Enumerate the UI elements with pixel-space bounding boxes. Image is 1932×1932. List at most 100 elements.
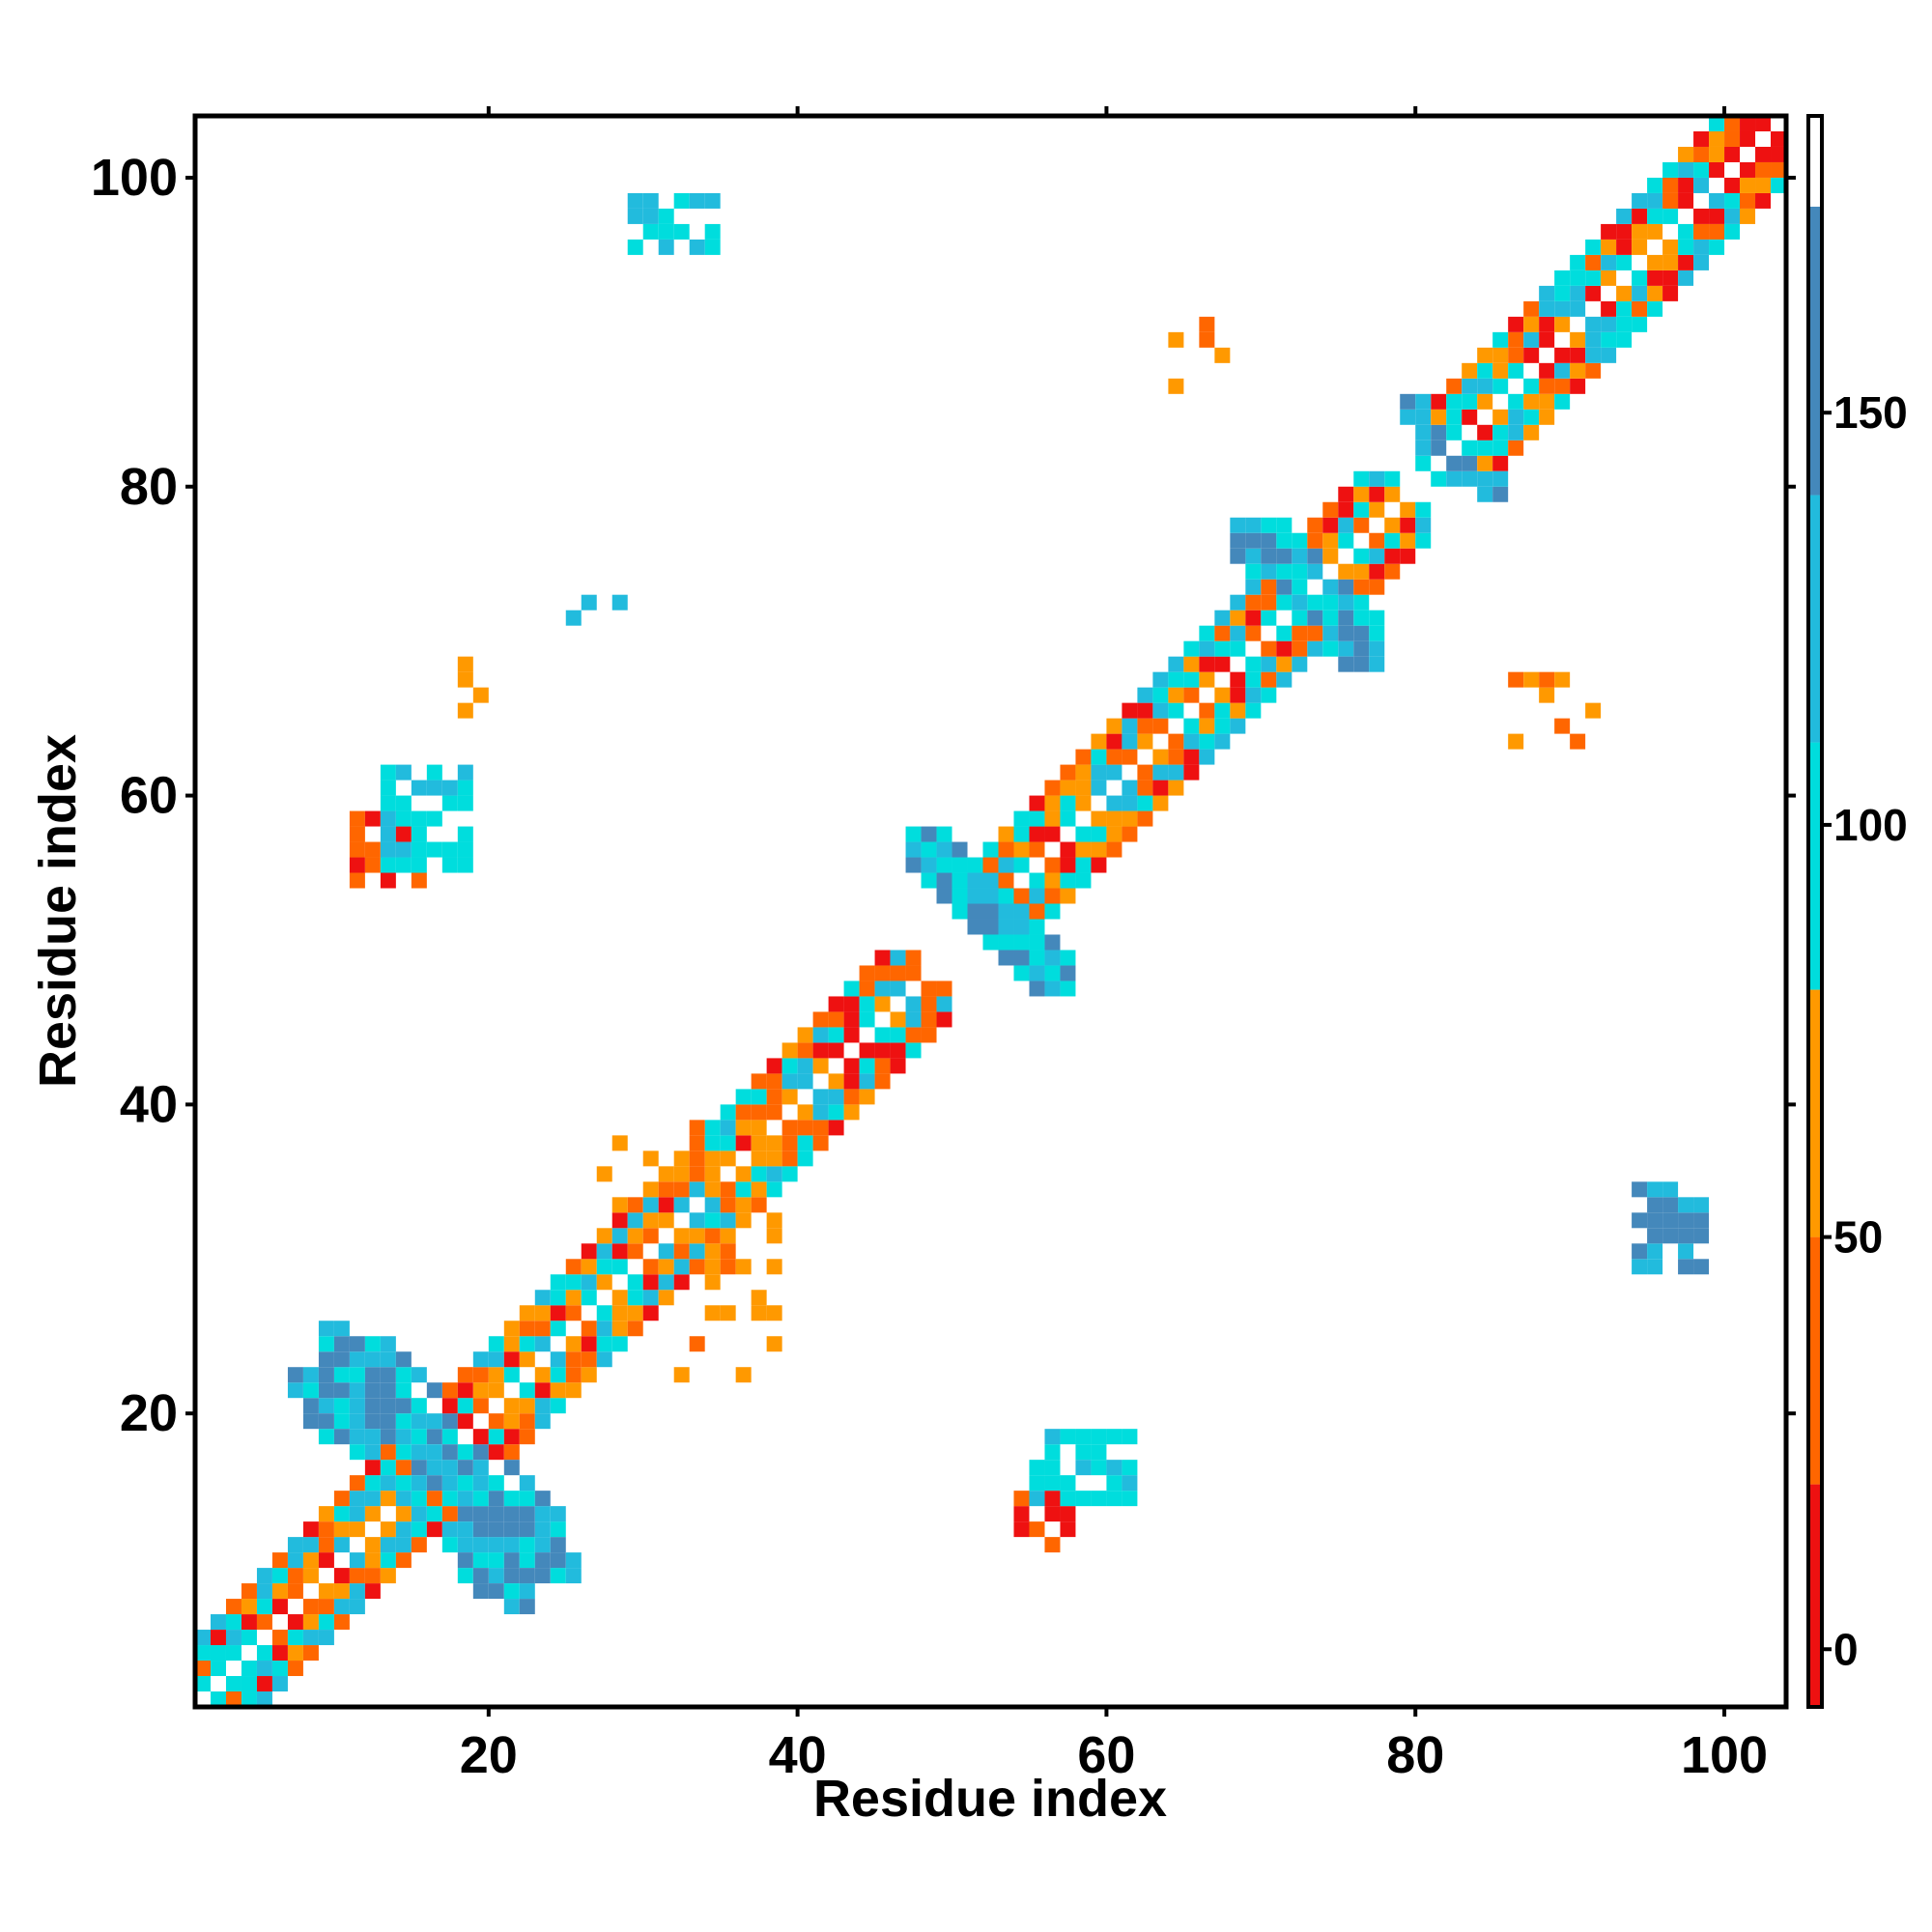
heatmap-cell [1431,424,1447,440]
heatmap-cell [395,1351,412,1368]
heatmap-cell [503,1429,520,1445]
heatmap-cell [349,1491,365,1507]
heatmap-cell [457,841,473,858]
heatmap-cell [1601,316,1617,332]
heatmap-cell [1369,548,1385,564]
heatmap-cell [380,795,396,811]
heatmap-cell [1307,610,1323,626]
heatmap-cell [1462,378,1478,394]
heatmap-cell [704,1228,721,1244]
heatmap-cell [1044,1429,1061,1445]
heatmap-cell [1106,1491,1122,1507]
heatmap-cell [472,1398,489,1414]
heatmap-cell [596,1228,612,1244]
heatmap-cell [1322,610,1339,626]
heatmap-cell [828,1027,844,1043]
heatmap-cell [1570,733,1586,750]
heatmap-cell [1322,579,1339,595]
heatmap-cell [1261,610,1277,626]
heatmap-cell [411,826,427,842]
heatmap-cell [519,1537,535,1553]
heatmap-cell [1276,625,1293,641]
heatmap-cell [364,1583,381,1600]
heatmap-cell [411,1506,427,1522]
heatmap-cell [1523,671,1540,688]
heatmap-cell [1539,687,1555,703]
heatmap-cell [704,1212,721,1229]
heatmap-cell [658,1259,674,1275]
heatmap-cell [1338,625,1354,641]
heatmap-cell [534,1290,551,1306]
heatmap-cell [411,1429,427,1445]
heatmap-cell [519,1351,535,1368]
heatmap-cell [225,1599,242,1615]
heatmap-cell [766,1073,782,1090]
heatmap-cell [998,903,1014,920]
heatmap-cell [1570,331,1586,348]
heatmap-cell [519,1568,535,1584]
heatmap-cell [1152,671,1169,688]
heatmap-cell [395,1506,412,1522]
heatmap-cell [426,1491,442,1507]
heatmap-cell [1585,331,1602,348]
heatmap-cell [1013,965,1030,981]
heatmap-cell [1122,826,1138,842]
heatmap-cell [1261,563,1277,580]
heatmap-cell [472,1475,489,1492]
heatmap-cell [1029,903,1045,920]
heatmap-cell [1199,702,1215,719]
heatmap-cell [503,1491,520,1507]
heatmap-cell [195,1676,211,1692]
heatmap-cell [441,1521,458,1538]
heatmap-cell [1044,780,1061,796]
heatmap-cell [1168,733,1184,750]
heatmap-cell [395,1475,412,1492]
heatmap-cell [766,1151,782,1167]
colorbar-band [1808,206,1822,496]
heatmap-cell [364,1444,381,1461]
heatmap-cell [843,996,860,1012]
heatmap-cell [627,1321,643,1337]
heatmap-cell [411,1444,427,1461]
heatmap-cell [874,980,891,997]
heatmap-cell [1292,548,1308,564]
heatmap-cell [1245,687,1262,703]
heatmap-cell [457,1568,473,1584]
heatmap-cell [457,1521,473,1538]
heatmap-cell [1091,810,1107,827]
heatmap-cell [1307,548,1323,564]
heatmap-cell [905,857,922,873]
heatmap-cell [1384,532,1401,549]
heatmap-cell [1199,331,1215,348]
heatmap-cell [349,1521,365,1538]
heatmap-cell [1013,1491,1030,1507]
heatmap-cell [364,1398,381,1414]
heatmap-cell [1075,872,1092,889]
heatmap-cell [1570,362,1586,379]
heatmap-cell [1168,764,1184,781]
heatmap-cell [195,1630,211,1646]
heatmap-cell [1245,610,1262,626]
heatmap-cell [1044,980,1061,997]
heatmap-cell [488,1583,504,1600]
heatmap-cell [1523,300,1540,317]
heatmap-cell [1678,1243,1694,1260]
heatmap-cell [1462,440,1478,456]
heatmap-cell [565,1336,582,1352]
heatmap-cell [1508,733,1524,750]
heatmap-cell [1091,1460,1107,1476]
heatmap-cell [349,1367,365,1383]
heatmap-cell [1230,640,1246,657]
heatmap-cell [751,1166,767,1182]
heatmap-cell [735,1104,752,1121]
heatmap-cell [611,1197,628,1213]
heatmap-cell [1369,610,1385,626]
heatmap-cell [581,1243,597,1260]
heatmap-cell [1508,424,1524,440]
heatmap-cell [828,1073,844,1090]
heatmap-cell [1554,378,1571,394]
heatmap-cell [472,1491,489,1507]
heatmap-cell [1261,594,1277,611]
heatmap-cell [936,996,952,1012]
